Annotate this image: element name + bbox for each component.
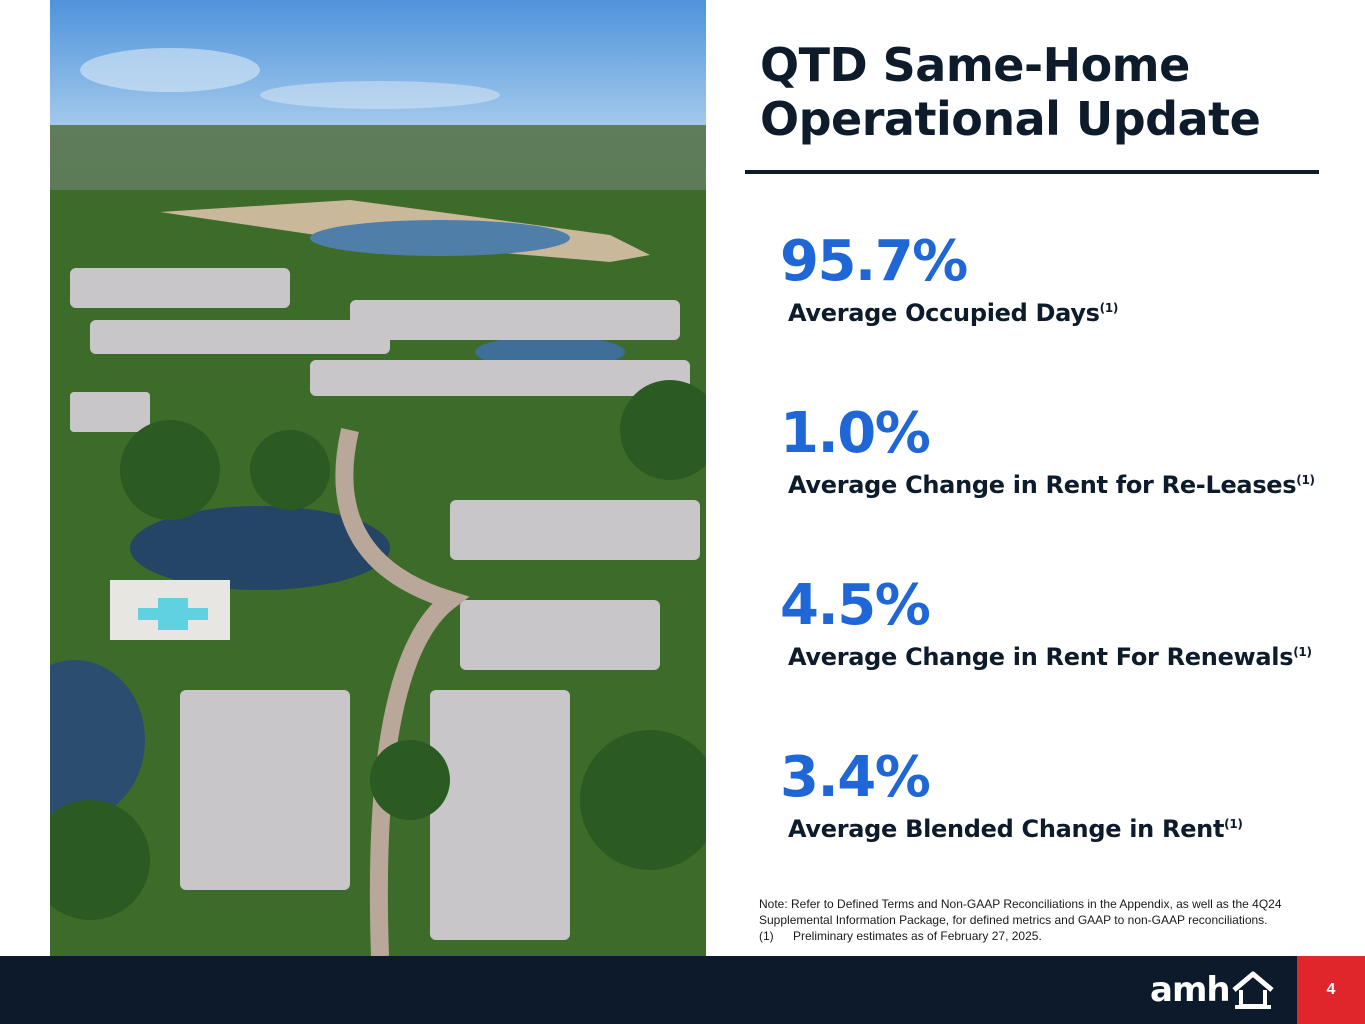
metric-value: 3.4% [780,745,931,810]
page-number: 4 [1297,956,1365,1024]
aerial-community-photo [50,0,706,956]
amh-logo: amh [1150,966,1276,1014]
footnote-marker: (1) [759,929,774,943]
metric-renewals: 4.5% Average Change in Rent For Renewals… [780,576,1340,672]
footnote-line: (1) Preliminary estimates as of February… [759,928,1349,944]
metric-label: Average Change in Rent For Renewals(1) [788,643,1312,671]
house-icon [1231,971,1274,1009]
metric-value: 4.5% [780,573,931,638]
footer-bar [0,956,1365,1024]
metric-blended-rent: 3.4% Average Blended Change in Rent(1) [780,748,1340,844]
metric-label: Average Change in Rent for Re-Leases(1) [788,471,1315,499]
footnote-marker: (1) [1224,817,1243,831]
metric-occupied-days: 95.7% Average Occupied Days(1) [780,232,1340,328]
metric-value: 1.0% [780,401,931,466]
metric-value: 95.7% [780,229,968,294]
metric-label: Average Occupied Days(1) [788,299,1119,327]
logo-text: amh [1150,970,1231,1010]
footnote-marker: (1) [1099,301,1119,315]
page-title: QTD Same-Home Operational Update [760,38,1261,146]
footnote-block: Note: Refer to Defined Terms and Non-GAA… [759,896,1349,944]
metric-re-leases: 1.0% Average Change in Rent for Re-Lease… [780,404,1340,500]
title-divider [745,170,1319,174]
note-text: Note: Refer to Defined Terms and Non-GAA… [759,897,1282,927]
footnote-marker: (1) [1293,645,1312,659]
footnote-marker: (1) [1296,473,1315,487]
metric-label: Average Blended Change in Rent(1) [788,815,1243,843]
footnote-text: Preliminary estimates as of February 27,… [793,929,1042,943]
